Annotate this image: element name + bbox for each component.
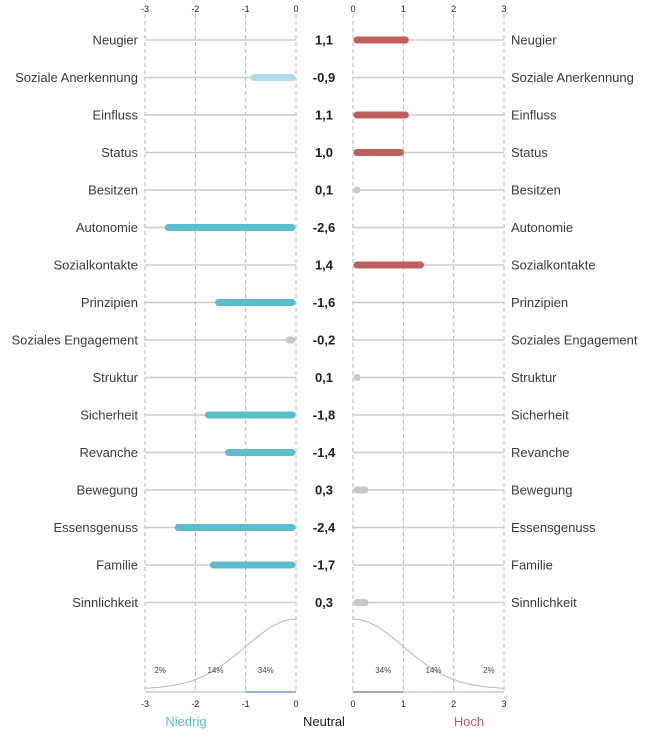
right-top-tick-label: 0 — [350, 4, 355, 14]
left-bottom-tick-label: -2 — [191, 699, 199, 709]
category-label-right: Sicherheit — [511, 408, 569, 423]
left-top-tick-label: -1 — [242, 4, 250, 14]
category-label-right: Besitzen — [511, 183, 561, 198]
left-top-tick-label: -2 — [191, 4, 199, 14]
category-label-left: Sinnlichkeit — [72, 595, 138, 610]
category-label-left: Einfluss — [92, 108, 138, 123]
category-label-right: Essensgenuss — [511, 520, 596, 535]
category-label-left: Sozialkontakte — [53, 258, 138, 273]
category-label-right: Bewegung — [511, 483, 572, 498]
left-bottom-tick-label: -1 — [242, 699, 250, 709]
category-label-right: Revanche — [511, 445, 570, 460]
category-label-right: Autonomie — [511, 220, 573, 235]
value-label: 1,1 — [315, 33, 333, 48]
left-top-tick-label: -3 — [141, 4, 149, 14]
distribution-percent-left: 34% — [258, 666, 274, 675]
right-top-tick-label: 3 — [501, 4, 506, 14]
category-label-left: Familie — [96, 558, 138, 573]
value-label: -0,2 — [313, 333, 335, 348]
right-bottom-tick-label: 3 — [501, 699, 506, 709]
category-label-left: Struktur — [92, 370, 138, 385]
category-label-right: Struktur — [511, 370, 557, 385]
distribution-curve-right — [352, 618, 505, 689]
category-label-left: Besitzen — [88, 183, 138, 198]
value-label: -2,4 — [313, 520, 336, 535]
category-label-left: Bewegung — [77, 483, 138, 498]
distribution-percent-left: 14% — [207, 666, 223, 675]
value-label: 0,1 — [315, 183, 333, 198]
category-label-right: Familie — [511, 558, 553, 573]
category-label-left: Autonomie — [76, 220, 138, 235]
value-label: 0,3 — [315, 595, 333, 610]
right-bottom-tick-label: 0 — [350, 699, 355, 709]
category-label-left: Prinzipien — [81, 295, 138, 310]
category-label-right: Sozialkontakte — [511, 258, 596, 273]
category-label-right: Sinnlichkeit — [511, 595, 577, 610]
distribution-percent-right: 34% — [375, 666, 391, 675]
value-label: -1,4 — [313, 445, 336, 460]
distribution-percent-right: 14% — [426, 666, 442, 675]
footer-neutral-label: Neutral — [303, 714, 345, 729]
left-top-tick-label: 0 — [293, 4, 298, 14]
category-label-left: Neugier — [92, 33, 138, 48]
distribution-curve-left — [144, 618, 297, 689]
category-label-left: Essensgenuss — [53, 520, 138, 535]
category-label-right: Einfluss — [511, 108, 557, 123]
value-label: -1,8 — [313, 408, 335, 423]
category-label-right: Prinzipien — [511, 295, 568, 310]
distribution-percent-left: 2% — [154, 666, 166, 675]
category-label-left: Soziale Anerkennung — [15, 70, 138, 85]
value-label: 1,0 — [315, 145, 333, 160]
value-label: -1,6 — [313, 295, 335, 310]
distribution-percent-right: 2% — [483, 666, 495, 675]
value-label: 0,3 — [315, 483, 333, 498]
category-label-right: Soziale Anerkennung — [511, 70, 634, 85]
value-label: -0,9 — [313, 70, 335, 85]
right-top-tick-label: 2 — [451, 4, 456, 14]
category-label-left: Sicherheit — [80, 408, 138, 423]
category-label-right: Status — [511, 145, 548, 160]
category-label-right: Soziales Engagement — [511, 333, 638, 348]
value-label: 1,1 — [315, 108, 333, 123]
left-bottom-tick-label: -3 — [141, 699, 149, 709]
value-label: 1,4 — [315, 258, 334, 273]
category-label-left: Revanche — [79, 445, 138, 460]
footer-high-label: Hoch — [454, 714, 484, 729]
right-bottom-tick-label: 1 — [401, 699, 406, 709]
category-label-left: Status — [101, 145, 138, 160]
right-top-tick-label: 1 — [401, 4, 406, 14]
footer-low-label: Niedrig — [165, 714, 206, 729]
value-label: -1,7 — [313, 558, 335, 573]
category-label-right: Neugier — [511, 33, 557, 48]
value-label: -2,6 — [313, 220, 335, 235]
value-label: 0,1 — [315, 370, 333, 385]
right-bottom-tick-label: 2 — [451, 699, 456, 709]
category-label-left: Soziales Engagement — [12, 333, 139, 348]
left-bottom-tick-label: 0 — [293, 699, 298, 709]
